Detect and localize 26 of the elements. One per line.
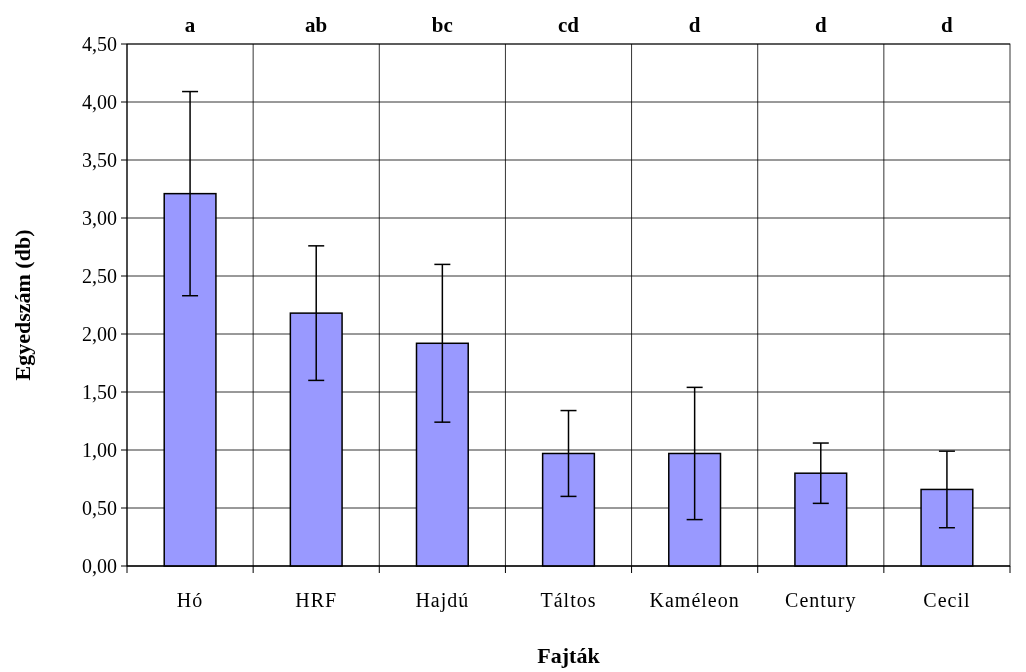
- text: cd: [558, 13, 580, 37]
- y-tick-label: 3,50: [82, 149, 117, 171]
- x-axis-title: Fajták: [537, 643, 601, 668]
- x-tick-label: Hajdú: [415, 589, 470, 612]
- x-tick-label: HRF: [295, 589, 338, 611]
- y-tick-label: 1,50: [82, 381, 117, 403]
- x-tick-label: Hó: [176, 589, 204, 611]
- text: d: [941, 13, 954, 37]
- y-tick-label: 1,00: [82, 439, 117, 461]
- text: a: [184, 13, 196, 37]
- y-tick-label: 0,00: [82, 555, 117, 577]
- y-tick-label: 2,00: [82, 323, 117, 345]
- x-tick-label: Century: [785, 589, 857, 612]
- text: bc: [431, 13, 453, 37]
- x-tick-label: Cecil: [923, 589, 971, 611]
- y-tick-label: 3,00: [82, 207, 117, 229]
- x-tick-label: Kaméleon: [649, 589, 740, 611]
- y-tick-label: 4,00: [82, 91, 117, 113]
- text: d: [688, 13, 701, 37]
- y-tick-label: 0,50: [82, 497, 117, 519]
- x-tick-label: Táltos: [540, 589, 597, 611]
- y-axis-title: Egyedszám (db): [10, 229, 35, 381]
- text: ab: [305, 13, 328, 37]
- y-tick-label: 4,50: [82, 33, 117, 55]
- text: d: [814, 13, 827, 37]
- y-tick-label: 2,50: [82, 265, 117, 287]
